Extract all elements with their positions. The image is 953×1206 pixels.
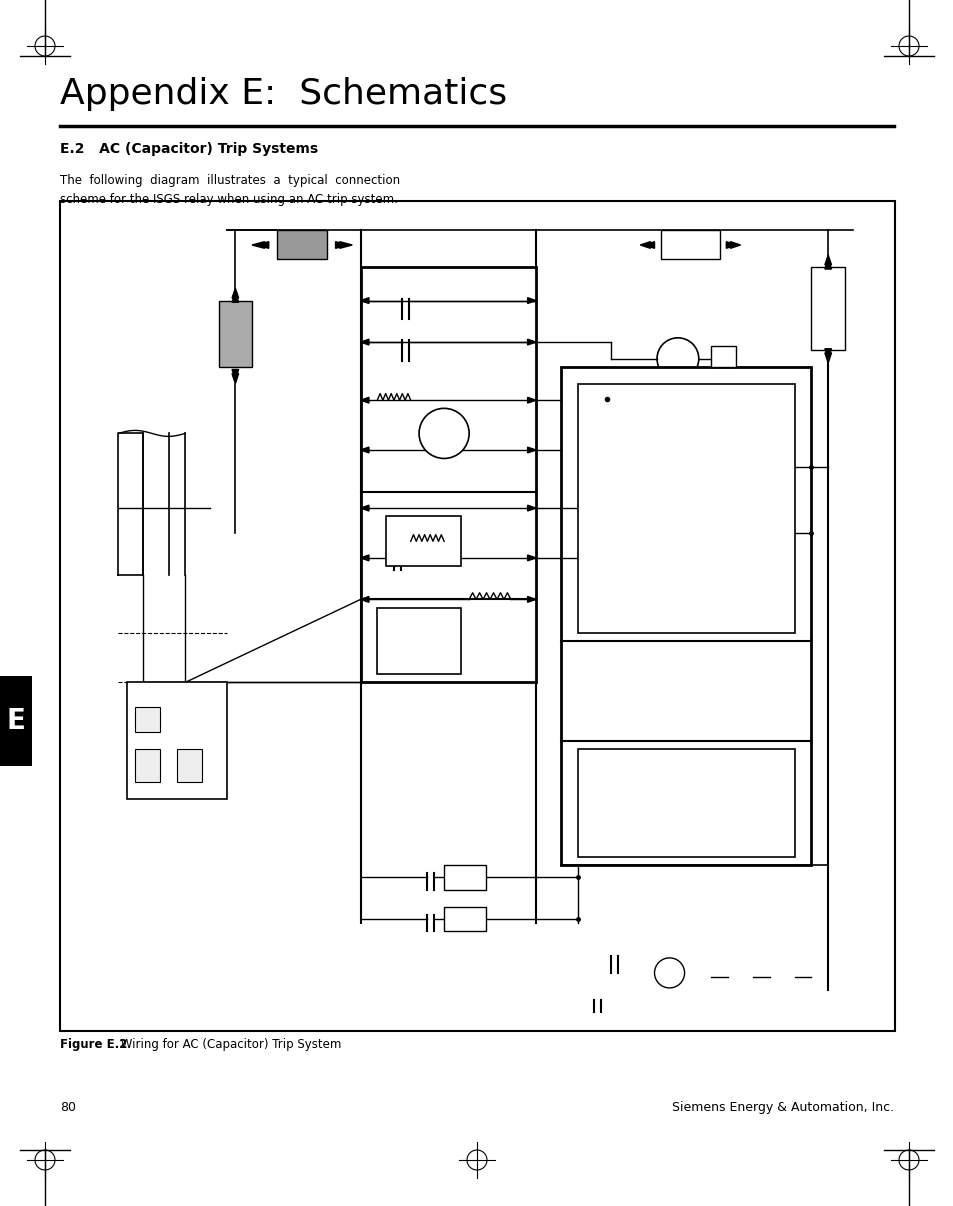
Polygon shape bbox=[527, 447, 536, 453]
Circle shape bbox=[418, 409, 469, 458]
Bar bbox=[127, 683, 227, 798]
Polygon shape bbox=[360, 597, 369, 602]
Bar bbox=[711, 346, 736, 367]
Bar bbox=[135, 749, 160, 781]
Polygon shape bbox=[725, 241, 736, 248]
Bar bbox=[218, 300, 252, 367]
Text: 80: 80 bbox=[60, 1101, 76, 1114]
Bar bbox=[385, 516, 460, 566]
Bar bbox=[276, 230, 327, 259]
Circle shape bbox=[657, 338, 698, 380]
Polygon shape bbox=[360, 505, 369, 511]
Text: E.2   AC (Capacitor) Trip Systems: E.2 AC (Capacitor) Trip Systems bbox=[60, 142, 317, 156]
Bar bbox=[60, 201, 894, 1031]
Polygon shape bbox=[527, 339, 536, 345]
Text: The  following  diagram  illustrates  a  typical  connection
scheme for the ISGS: The following diagram illustrates a typi… bbox=[60, 174, 399, 206]
Polygon shape bbox=[360, 397, 369, 403]
Polygon shape bbox=[360, 555, 369, 561]
Bar bbox=[0, 677, 32, 766]
Bar bbox=[578, 749, 794, 856]
Polygon shape bbox=[232, 288, 238, 298]
Polygon shape bbox=[730, 241, 740, 248]
Bar bbox=[660, 230, 719, 259]
Polygon shape bbox=[360, 339, 369, 345]
Polygon shape bbox=[360, 447, 369, 453]
Polygon shape bbox=[824, 254, 831, 265]
Text: Figure E.2: Figure E.2 bbox=[60, 1038, 128, 1050]
Bar bbox=[135, 707, 160, 732]
Polygon shape bbox=[232, 369, 238, 380]
Polygon shape bbox=[527, 397, 536, 403]
Bar bbox=[560, 367, 811, 865]
Text: E: E bbox=[7, 707, 26, 734]
Bar bbox=[444, 865, 485, 890]
Polygon shape bbox=[639, 241, 650, 248]
Bar bbox=[444, 907, 485, 931]
Polygon shape bbox=[824, 349, 831, 358]
Polygon shape bbox=[256, 241, 269, 248]
Text: Siemens Energy & Automation, Inc.: Siemens Energy & Automation, Inc. bbox=[671, 1101, 893, 1114]
Text: Appendix E:  Schematics: Appendix E: Schematics bbox=[60, 77, 507, 111]
Circle shape bbox=[657, 387, 698, 429]
Polygon shape bbox=[335, 241, 348, 248]
Polygon shape bbox=[824, 259, 831, 269]
Circle shape bbox=[654, 958, 684, 988]
Polygon shape bbox=[527, 505, 536, 511]
Polygon shape bbox=[527, 555, 536, 561]
Polygon shape bbox=[252, 241, 264, 248]
Polygon shape bbox=[360, 298, 369, 304]
Polygon shape bbox=[232, 292, 238, 303]
Bar bbox=[360, 268, 536, 683]
Bar bbox=[711, 396, 736, 417]
Polygon shape bbox=[232, 374, 238, 384]
Bar bbox=[376, 608, 460, 674]
Polygon shape bbox=[339, 241, 352, 248]
Bar bbox=[578, 384, 794, 633]
Polygon shape bbox=[824, 353, 831, 363]
Polygon shape bbox=[527, 298, 536, 304]
Polygon shape bbox=[644, 241, 654, 248]
Bar bbox=[811, 268, 844, 351]
Text: Wiring for AC (Capacitor) Trip System: Wiring for AC (Capacitor) Trip System bbox=[117, 1038, 341, 1050]
Bar bbox=[176, 749, 202, 781]
Polygon shape bbox=[527, 597, 536, 602]
